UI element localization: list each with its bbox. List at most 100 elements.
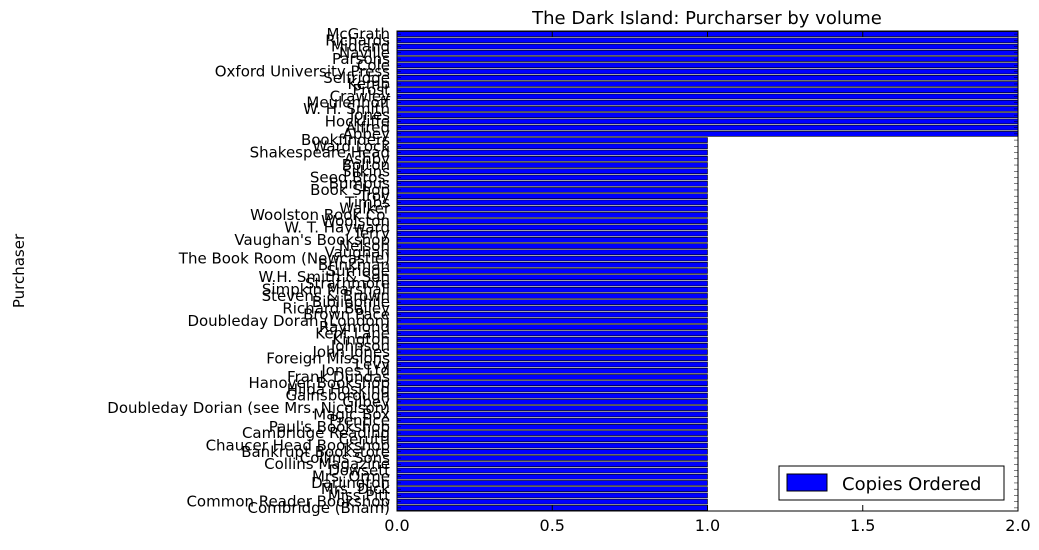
y-tick-label: Gainsborough <box>285 387 390 405</box>
y-tick-label: Levy <box>355 356 390 374</box>
bar <box>396 349 708 355</box>
bar <box>396 386 708 393</box>
bar <box>396 106 1019 112</box>
bar <box>396 461 708 468</box>
bar <box>396 430 708 436</box>
bar <box>396 455 708 461</box>
bar <box>396 81 1019 87</box>
y-tick-label: Crawley <box>330 87 390 105</box>
bar <box>396 174 708 181</box>
bar <box>396 74 1019 81</box>
y-tick-label: W.H. Smith & Son <box>258 268 390 286</box>
y-tick-label: W. H. Smith <box>303 100 390 118</box>
y-tick-label: Common Reader Bookshop <box>186 493 390 511</box>
bar <box>396 205 708 212</box>
y-tick-label: Meulenhoff <box>306 94 390 112</box>
y-tick-label: Miss Pitt <box>328 486 390 504</box>
bar <box>396 62 1019 69</box>
y-tick-label: Jones Ltd <box>320 362 390 380</box>
bar <box>396 286 708 293</box>
bar <box>396 112 1019 118</box>
y-tick-label: Simpkin Marshall <box>262 281 390 299</box>
bar <box>396 480 708 486</box>
y-tick-label: Nelson <box>339 237 390 255</box>
y-tick-label: Dowsett <box>328 461 390 479</box>
bar <box>396 162 708 168</box>
bar <box>396 99 1019 106</box>
y-tick-label: Selfridge <box>323 69 390 87</box>
y-tick-label: Hilda Hosking <box>287 380 390 398</box>
bar <box>396 224 708 231</box>
bar <box>396 199 708 206</box>
bar <box>396 50 1019 56</box>
y-ticks <box>397 33 1018 509</box>
bar <box>396 193 708 199</box>
y-tick-label: Cole <box>357 56 390 74</box>
y-tick-label: Vaughan's Bookshop <box>234 231 390 249</box>
y-tick-label: The Book Room (Newcastle) <box>178 250 390 268</box>
bar <box>396 473 708 480</box>
bar <box>396 255 708 262</box>
y-tick-label: Bookfinders <box>301 131 390 149</box>
y-tick-label: Foreign Missions <box>266 349 390 367</box>
y-tick-label: Surridge <box>326 262 390 280</box>
bar <box>396 68 1019 75</box>
bar <box>396 442 708 449</box>
y-tick-label: Silkins <box>342 162 390 180</box>
y-tick-label: McGrath <box>326 25 390 43</box>
y-tick-label: Kent Lane <box>315 324 390 342</box>
y-tick-label: Jones <box>349 106 390 124</box>
legend-swatch <box>786 473 828 492</box>
bar <box>396 212 708 218</box>
x-tick-label: 1.5 <box>850 516 875 535</box>
y-tick-label: Cerutti <box>339 430 390 448</box>
x-tick-label: 0.5 <box>540 516 565 535</box>
y-tick-label: Darlington <box>311 474 390 492</box>
y-tick-label: Bibliophile <box>312 293 390 311</box>
bar <box>396 498 708 505</box>
bar <box>396 187 708 193</box>
y-tick-label: John Jones <box>311 343 390 361</box>
y-tick-label: Seed Bros. <box>310 168 390 186</box>
y-tick-label: Midland <box>331 38 390 56</box>
y-tick-label: Bankrupt Bookstore <box>241 443 390 461</box>
y-tick-label: Raymond <box>319 318 390 336</box>
y-tick-label: Richards <box>325 31 390 49</box>
bar <box>396 249 708 256</box>
y-tick-label: W. T. Hayward <box>284 218 390 236</box>
bar <box>396 37 1019 44</box>
x-tick-label: 2.0 <box>1005 516 1030 535</box>
bar <box>396 336 708 343</box>
bar <box>396 305 708 312</box>
y-tick-label: Collins Magazine <box>264 455 390 473</box>
y-tick-label: Woolston Book Co. <box>250 206 390 224</box>
y-tick-label: Alfred <box>346 119 390 137</box>
bar <box>396 324 708 330</box>
bar <box>396 436 708 443</box>
legend: Copies Ordered <box>778 465 1005 501</box>
bar <box>396 355 708 362</box>
bar <box>396 405 708 411</box>
y-axis-label: Purchaser <box>10 233 28 308</box>
bar <box>396 131 1019 137</box>
bar <box>396 218 708 224</box>
y-tick-label: Richard Bailey <box>282 299 390 317</box>
bar <box>396 293 708 299</box>
bar <box>396 168 708 175</box>
bar <box>396 261 708 268</box>
bar <box>396 318 708 324</box>
y-tick-label: Abbey <box>343 125 391 143</box>
y-tick-label: Frank Dundas <box>287 368 390 386</box>
bar <box>396 367 708 374</box>
bar <box>396 399 708 405</box>
y-tick-label: Shakespeare Head <box>250 144 390 162</box>
y-tick-label: Brown Pace <box>303 306 390 324</box>
y-tick-label: Bumpus <box>329 175 390 193</box>
bar <box>396 380 708 387</box>
bars-layer <box>396 31 1019 511</box>
bar <box>396 274 708 281</box>
bar <box>396 93 1019 100</box>
bar <box>396 268 708 274</box>
y-tick-label: Naville <box>339 44 390 62</box>
